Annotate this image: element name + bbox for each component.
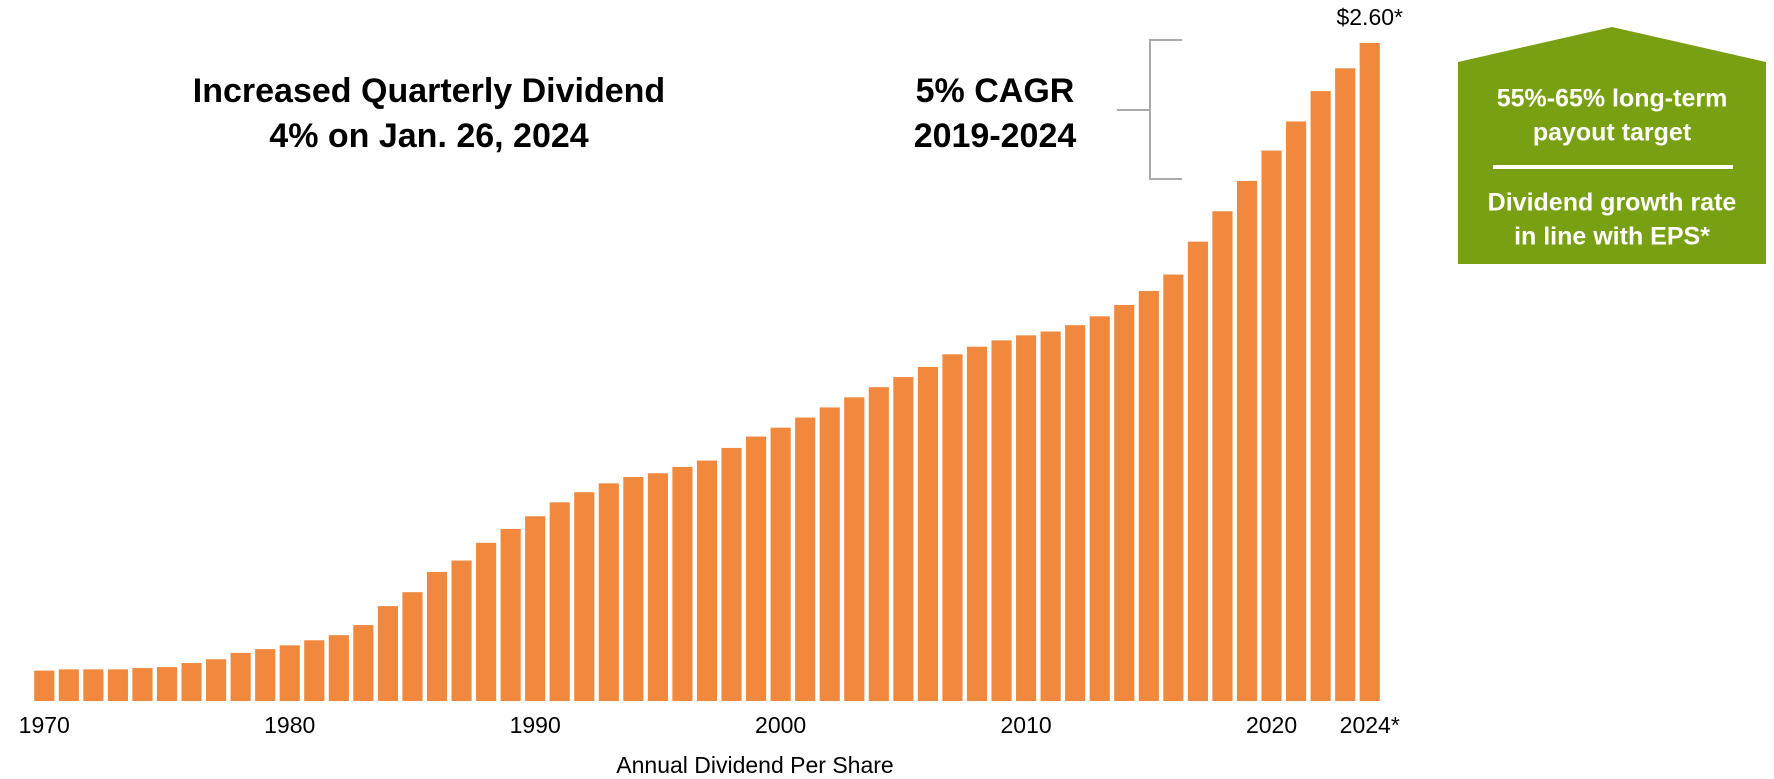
x-tick-label: 1980 (264, 712, 315, 738)
bar (770, 427, 791, 701)
bar (1114, 304, 1135, 701)
bar (1310, 91, 1331, 702)
value-label: $2.60* (1336, 4, 1403, 30)
bar (132, 668, 153, 701)
annotation: 4% on Jan. 26, 2024 (269, 117, 588, 155)
callout-text: payout target (1533, 119, 1692, 147)
bar (34, 670, 55, 701)
bar (647, 473, 668, 701)
annotation: Increased Quarterly Dividend (193, 72, 665, 110)
bar (58, 669, 79, 701)
bar (819, 407, 840, 701)
bar (598, 483, 619, 701)
annotation: 5% CAGR (916, 72, 1075, 110)
x-tick-label: 2010 (1001, 712, 1052, 738)
bar (1286, 121, 1307, 701)
bar (426, 571, 448, 701)
bar (1261, 150, 1282, 702)
bar (917, 366, 938, 701)
bar (476, 542, 497, 701)
bar (1335, 68, 1356, 702)
bar (451, 560, 472, 701)
bar (83, 669, 104, 701)
bar (181, 663, 202, 701)
bar (525, 516, 546, 701)
bar (1212, 211, 1233, 702)
x-axis-label: Annual Dividend Per Share (616, 752, 893, 778)
bar (795, 417, 816, 701)
bar (500, 528, 521, 701)
bar (304, 640, 325, 701)
bar (942, 354, 963, 701)
x-tick-label: 2020 (1246, 712, 1297, 738)
bar (966, 346, 988, 701)
bar (353, 625, 374, 701)
bar (1065, 325, 1086, 701)
bar (672, 466, 693, 701)
bar (623, 477, 644, 701)
bar (1236, 180, 1258, 701)
bar (1040, 331, 1061, 701)
bar (549, 502, 570, 701)
bracket (1117, 39, 1182, 180)
bar (107, 669, 128, 701)
callout-box (1458, 27, 1766, 264)
bar (206, 659, 227, 701)
x-tick-label: 1970 (19, 712, 70, 738)
bar (1016, 335, 1037, 701)
callout-text: in line with EPS* (1514, 223, 1710, 251)
bar (696, 460, 718, 701)
callout-text: Dividend growth rate (1488, 189, 1737, 217)
bar (868, 387, 889, 701)
bar (279, 645, 300, 701)
bar (746, 436, 767, 701)
bar (721, 447, 742, 701)
bar (844, 397, 865, 701)
annotation: 2019-2024 (914, 117, 1077, 155)
bar (255, 649, 276, 701)
bar (1089, 316, 1110, 701)
bar (328, 635, 349, 701)
bar (230, 652, 251, 701)
bar (574, 492, 595, 701)
x-tick-label: 1990 (510, 712, 561, 738)
bar (156, 667, 178, 701)
bar (1359, 43, 1380, 701)
bar (402, 592, 423, 701)
x-tick-label: 2000 (755, 712, 806, 738)
bar (991, 340, 1012, 701)
x-tick-label: 2024* (1340, 712, 1400, 738)
bar (1138, 291, 1159, 701)
bar (893, 377, 914, 701)
callout-text: 55%-65% long-term (1497, 85, 1728, 113)
bar (377, 606, 398, 701)
bar (1163, 274, 1184, 701)
bar (1187, 241, 1208, 701)
